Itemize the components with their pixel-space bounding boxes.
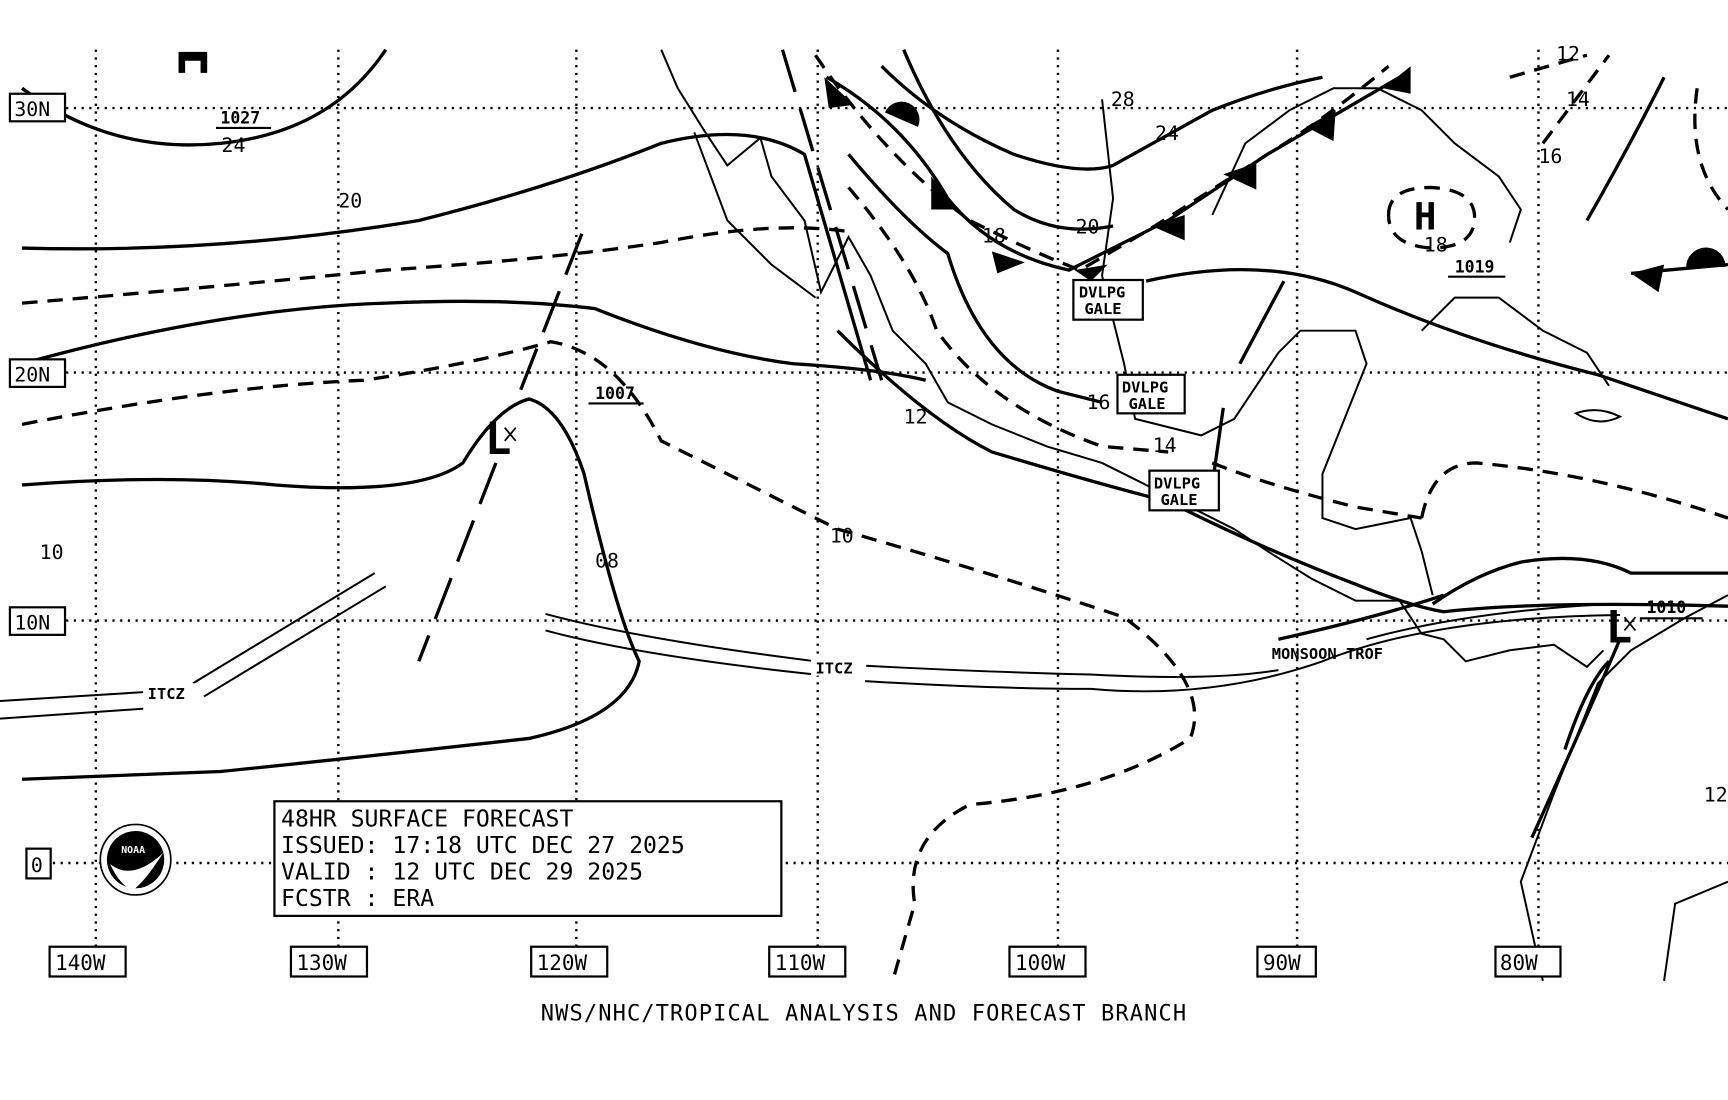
svg-text:12: 12 xyxy=(904,405,928,428)
gale-warning-box: DVLPG GALE xyxy=(1116,373,1186,415)
svg-text:10N: 10N xyxy=(14,611,50,634)
svg-text:14: 14 xyxy=(1153,434,1177,457)
svg-text:18: 18 xyxy=(982,225,1006,248)
pressure-value-labels: 1027 1007 1019 1010 xyxy=(215,109,1703,620)
svg-text:GALE: GALE xyxy=(1084,300,1121,318)
isobar-labels: 24 20 28 24 18 20 16 14 12 10 08 10 16 1… xyxy=(40,43,1728,807)
svg-text:20: 20 xyxy=(338,189,362,212)
pressure-label-1010: 1010 xyxy=(1646,598,1686,617)
svg-text:12: 12 xyxy=(1556,43,1580,66)
feature-labels: ITCZ ITCZ MONSOON TROF DVLPG GALE DVLPG … xyxy=(143,278,1383,703)
svg-text:90W: 90W xyxy=(1263,951,1301,975)
svg-text:20N: 20N xyxy=(14,363,50,386)
footer-credit: NWS/NHC/TROPICAL ANALYSIS AND FORECAST B… xyxy=(541,1002,1187,1027)
isobars xyxy=(21,48,1728,982)
valid-time: VALID : 12 UTC DEC 29 2025 xyxy=(281,860,643,886)
forecaster: FCSTR : ERA xyxy=(281,886,434,912)
low-center: L xyxy=(485,414,512,465)
troughs xyxy=(417,49,1445,662)
gale-warning-box: DVLPG GALE xyxy=(1148,469,1220,512)
forecast-info-box: 48HR SURFACE FORECAST ISSUED: 17:18 UTC … xyxy=(273,800,783,917)
svg-text:DVLPG: DVLPG xyxy=(1154,474,1200,492)
svg-text:80W: 80W xyxy=(1500,951,1538,975)
itcz-label: ITCZ xyxy=(148,685,185,703)
svg-text:28: 28 xyxy=(1111,88,1135,111)
svg-text:GALE: GALE xyxy=(1128,395,1165,413)
itcz-label: ITCZ xyxy=(816,659,853,677)
cold-front xyxy=(824,66,1728,293)
gale-warning-box: DVLPG GALE xyxy=(1072,278,1144,321)
svg-text:120W: 120W xyxy=(537,951,588,975)
latitude-labels: 30N 20N 10N 0 xyxy=(8,92,67,880)
pressure-label-1019: 1019 xyxy=(1455,257,1495,276)
svg-text:130W: 130W xyxy=(296,951,347,975)
pressure-label-1007: 1007 xyxy=(595,384,635,403)
svg-text:GALE: GALE xyxy=(1160,491,1197,509)
svg-text:10: 10 xyxy=(830,524,854,547)
monsoon-trough-label: MONSOON TROF xyxy=(1272,645,1383,663)
svg-text:24: 24 xyxy=(222,134,246,157)
svg-text:12: 12 xyxy=(1704,783,1728,806)
noaa-logo: NOAA xyxy=(99,823,172,896)
svg-text:100W: 100W xyxy=(1015,951,1066,975)
svg-text:08: 08 xyxy=(595,550,619,573)
svg-text:16: 16 xyxy=(1087,391,1111,414)
high-center: H xyxy=(1414,194,1437,238)
forecast-title: 48HR SURFACE FORECAST xyxy=(281,807,573,833)
issued-time: ISSUED: 17:18 UTC DEC 27 2025 xyxy=(281,833,685,859)
svg-text:24: 24 xyxy=(1155,122,1179,145)
svg-text:14: 14 xyxy=(1566,88,1590,111)
svg-text:30N: 30N xyxy=(14,98,50,121)
svg-text:18: 18 xyxy=(1424,233,1448,256)
pressure-centers: L L H xyxy=(178,51,1637,654)
low-center-east: L xyxy=(1606,603,1633,654)
svg-text:0: 0 xyxy=(31,854,43,877)
svg-text:DVLPG: DVLPG xyxy=(1079,284,1125,302)
svg-text:DVLPG: DVLPG xyxy=(1122,378,1168,396)
svg-text:110W: 110W xyxy=(775,951,826,975)
svg-text:20: 20 xyxy=(1076,216,1100,239)
low-center-x-icon xyxy=(504,427,517,442)
longitude-labels: 140W 130W 120W 110W 100W 90W 80W xyxy=(48,945,1562,978)
svg-text:140W: 140W xyxy=(55,951,106,975)
low-center-east-x-icon xyxy=(1623,616,1637,632)
svg-text:16: 16 xyxy=(1538,145,1562,168)
pressure-label-1027: 1027 xyxy=(220,109,260,128)
high-center-north xyxy=(178,51,208,73)
svg-text:10: 10 xyxy=(40,541,64,564)
itcz xyxy=(0,572,1621,720)
svg-text:NOAA: NOAA xyxy=(121,845,145,856)
